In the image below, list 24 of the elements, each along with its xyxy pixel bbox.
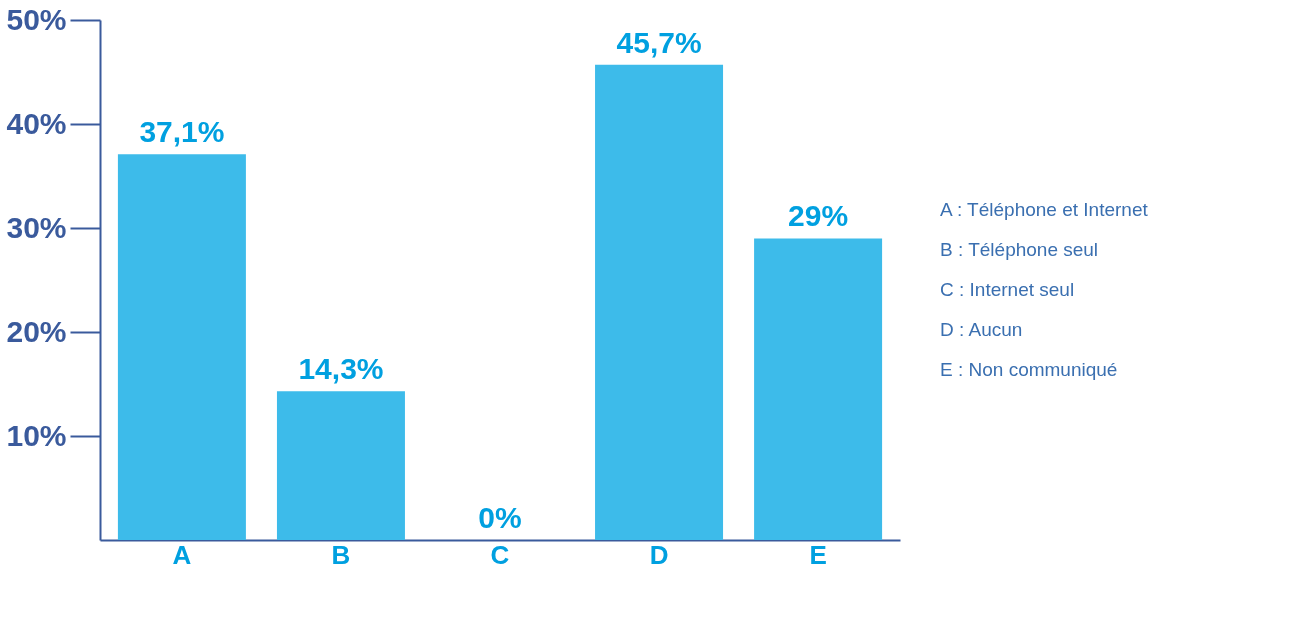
bar [276, 391, 405, 540]
y-tick-label: 50% [6, 2, 67, 36]
text: A : Téléphone et Internet [940, 199, 1149, 220]
x-tick-label: E [809, 539, 827, 570]
data-label: 45,7% [616, 25, 702, 59]
text: D : Aucun [940, 319, 1023, 340]
x-tick-label: A [172, 539, 192, 570]
data-label: 0% [478, 501, 522, 534]
y-tick-label: 20% [6, 314, 67, 348]
x-tick-label: B [331, 539, 351, 570]
data-label: 14,3% [298, 352, 384, 386]
y-tick-label: 10% [6, 418, 67, 452]
bar [595, 64, 724, 540]
y-tick-label: 40% [6, 106, 67, 140]
y-tick-label: 30% [6, 210, 67, 244]
bar [754, 238, 883, 540]
bar [117, 154, 246, 540]
data-label: 37,1% [139, 115, 225, 149]
text: E : Non communiqué [940, 359, 1118, 380]
data-label: 29% [788, 199, 849, 233]
text: C : Internet seul [940, 279, 1075, 300]
text: B : Téléphone seul [940, 239, 1099, 260]
x-tick-label: C [490, 539, 510, 570]
x-tick-label: D [649, 539, 669, 570]
